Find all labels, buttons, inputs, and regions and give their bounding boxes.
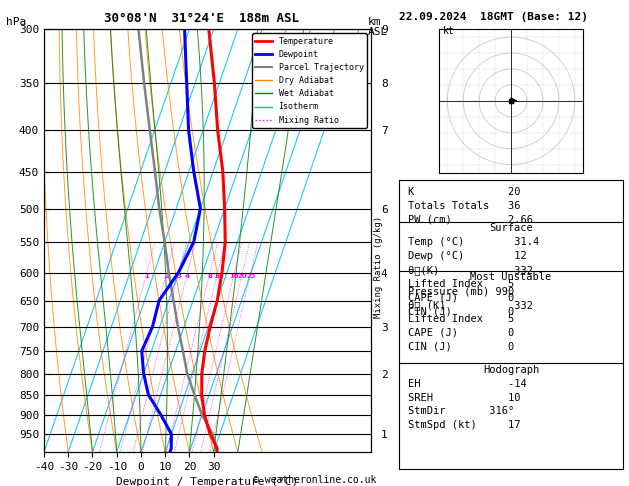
Text: Hodograph: Hodograph [483, 365, 539, 375]
Text: Dewp (°C)        12: Dewp (°C) 12 [408, 251, 527, 261]
Text: 3: 3 [176, 273, 181, 278]
Text: StmDir       316°: StmDir 316° [408, 406, 515, 417]
Text: CAPE (J)        0: CAPE (J) 0 [408, 328, 515, 338]
Text: Surface: Surface [489, 223, 533, 233]
Text: θᴀ(K)            332: θᴀ(K) 332 [408, 265, 533, 275]
Text: km: km [368, 17, 381, 27]
Text: hPa: hPa [6, 17, 26, 27]
Text: 1: 1 [144, 273, 149, 278]
Text: K               20: K 20 [408, 187, 521, 197]
Text: CAPE (J)        0: CAPE (J) 0 [408, 293, 515, 303]
Legend: Temperature, Dewpoint, Parcel Trajectory, Dry Adiabat, Wet Adiabat, Isotherm, Mi: Temperature, Dewpoint, Parcel Trajectory… [252, 34, 367, 128]
X-axis label: Dewpoint / Temperature (°C): Dewpoint / Temperature (°C) [116, 477, 299, 486]
Text: CIN (J)         0: CIN (J) 0 [408, 306, 515, 316]
Text: ASL: ASL [368, 27, 388, 37]
Text: CIN (J)         0: CIN (J) 0 [408, 342, 515, 352]
Text: StmSpd (kt)     17: StmSpd (kt) 17 [408, 420, 521, 430]
Text: kt: kt [443, 26, 454, 36]
Text: 30°08'N  31°24'E  188m ASL: 30°08'N 31°24'E 188m ASL [104, 12, 299, 25]
Text: 4: 4 [185, 273, 190, 278]
Text: LCL: LCL [486, 125, 503, 135]
Text: 16: 16 [230, 273, 239, 278]
Text: θᴀ (K)           332: θᴀ (K) 332 [408, 300, 533, 310]
Text: 25: 25 [246, 273, 255, 278]
Text: Pressure (mb) 990: Pressure (mb) 990 [408, 286, 515, 296]
Text: Most Unstable: Most Unstable [470, 272, 552, 282]
Text: Lifted Index    5: Lifted Index 5 [408, 278, 515, 289]
Text: 2: 2 [164, 273, 169, 278]
Text: PW (cm)         2.66: PW (cm) 2.66 [408, 215, 533, 225]
Text: 8: 8 [208, 273, 213, 278]
Text: 20: 20 [238, 273, 247, 278]
Text: Mixing Ratio (g/kg): Mixing Ratio (g/kg) [374, 216, 383, 318]
Text: SREH            10: SREH 10 [408, 393, 521, 402]
Text: Temp (°C)        31.4: Temp (°C) 31.4 [408, 237, 540, 247]
Text: Lifted Index    5: Lifted Index 5 [408, 314, 515, 324]
Text: EH              -14: EH -14 [408, 379, 527, 389]
Text: 10: 10 [213, 273, 223, 278]
Text: © weatheronline.co.uk: © weatheronline.co.uk [253, 474, 376, 485]
Text: 22.09.2024  18GMT (Base: 12): 22.09.2024 18GMT (Base: 12) [399, 12, 588, 22]
Text: Totals Totals   36: Totals Totals 36 [408, 201, 521, 211]
